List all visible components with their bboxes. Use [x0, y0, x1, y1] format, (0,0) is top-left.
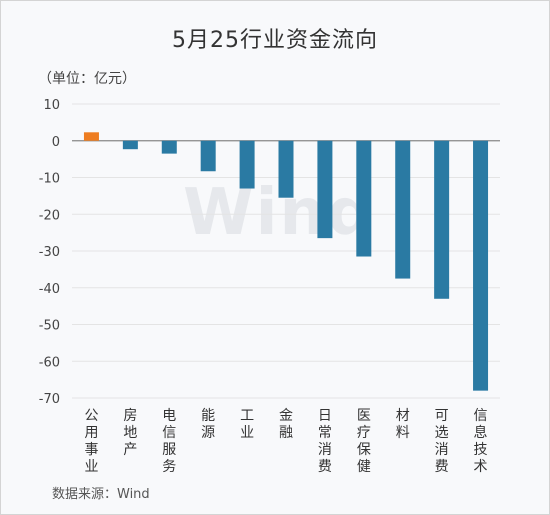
- bar-7: [317, 140, 333, 239]
- y-tick-label: -70: [39, 392, 60, 407]
- category-label: 电信服务: [162, 408, 176, 475]
- bar-1: [83, 132, 99, 141]
- bars: [83, 132, 489, 391]
- chart-title: 5月25行业资金流向: [172, 28, 378, 53]
- y-axis-ticks: 10 0 -10 -20 -30 -40 -50 -60 -70: [39, 98, 60, 407]
- category-label: 日常消费: [318, 408, 332, 475]
- bar-2: [122, 140, 138, 150]
- category-label: 能源: [201, 408, 215, 441]
- y-tick-label: 0: [52, 135, 60, 150]
- category-label: 工业: [240, 408, 254, 441]
- bar-6: [278, 140, 294, 198]
- y-tick-label: -40: [39, 282, 60, 297]
- y-tick-label: -30: [39, 245, 60, 260]
- y-tick-label: -60: [39, 355, 60, 370]
- y-tick-label: -20: [39, 208, 60, 223]
- y-tick-label: -50: [39, 319, 60, 334]
- source-note: 数据来源：Wind: [52, 487, 150, 502]
- y-tick-label: 10: [43, 98, 60, 113]
- bar-11: [473, 140, 489, 391]
- category-label: 公用事业: [84, 408, 98, 475]
- bar-3: [161, 140, 177, 154]
- unit-label: （单位：亿元）: [38, 71, 136, 87]
- category-label: 信息技术: [474, 408, 488, 475]
- category-label: 材料: [396, 408, 410, 441]
- category-label: 可选消费: [435, 408, 449, 475]
- bar-8: [356, 140, 372, 257]
- category-label: 金融: [279, 408, 293, 441]
- y-tick-label: -10: [39, 172, 60, 187]
- bar-5: [239, 140, 255, 189]
- bar-10: [434, 140, 450, 299]
- wind-watermark: Wind: [183, 176, 375, 250]
- bar-4: [200, 140, 216, 172]
- category-label: 房地产: [123, 408, 137, 458]
- category-label: 医疗保健: [357, 408, 371, 475]
- bar-9: [395, 140, 411, 279]
